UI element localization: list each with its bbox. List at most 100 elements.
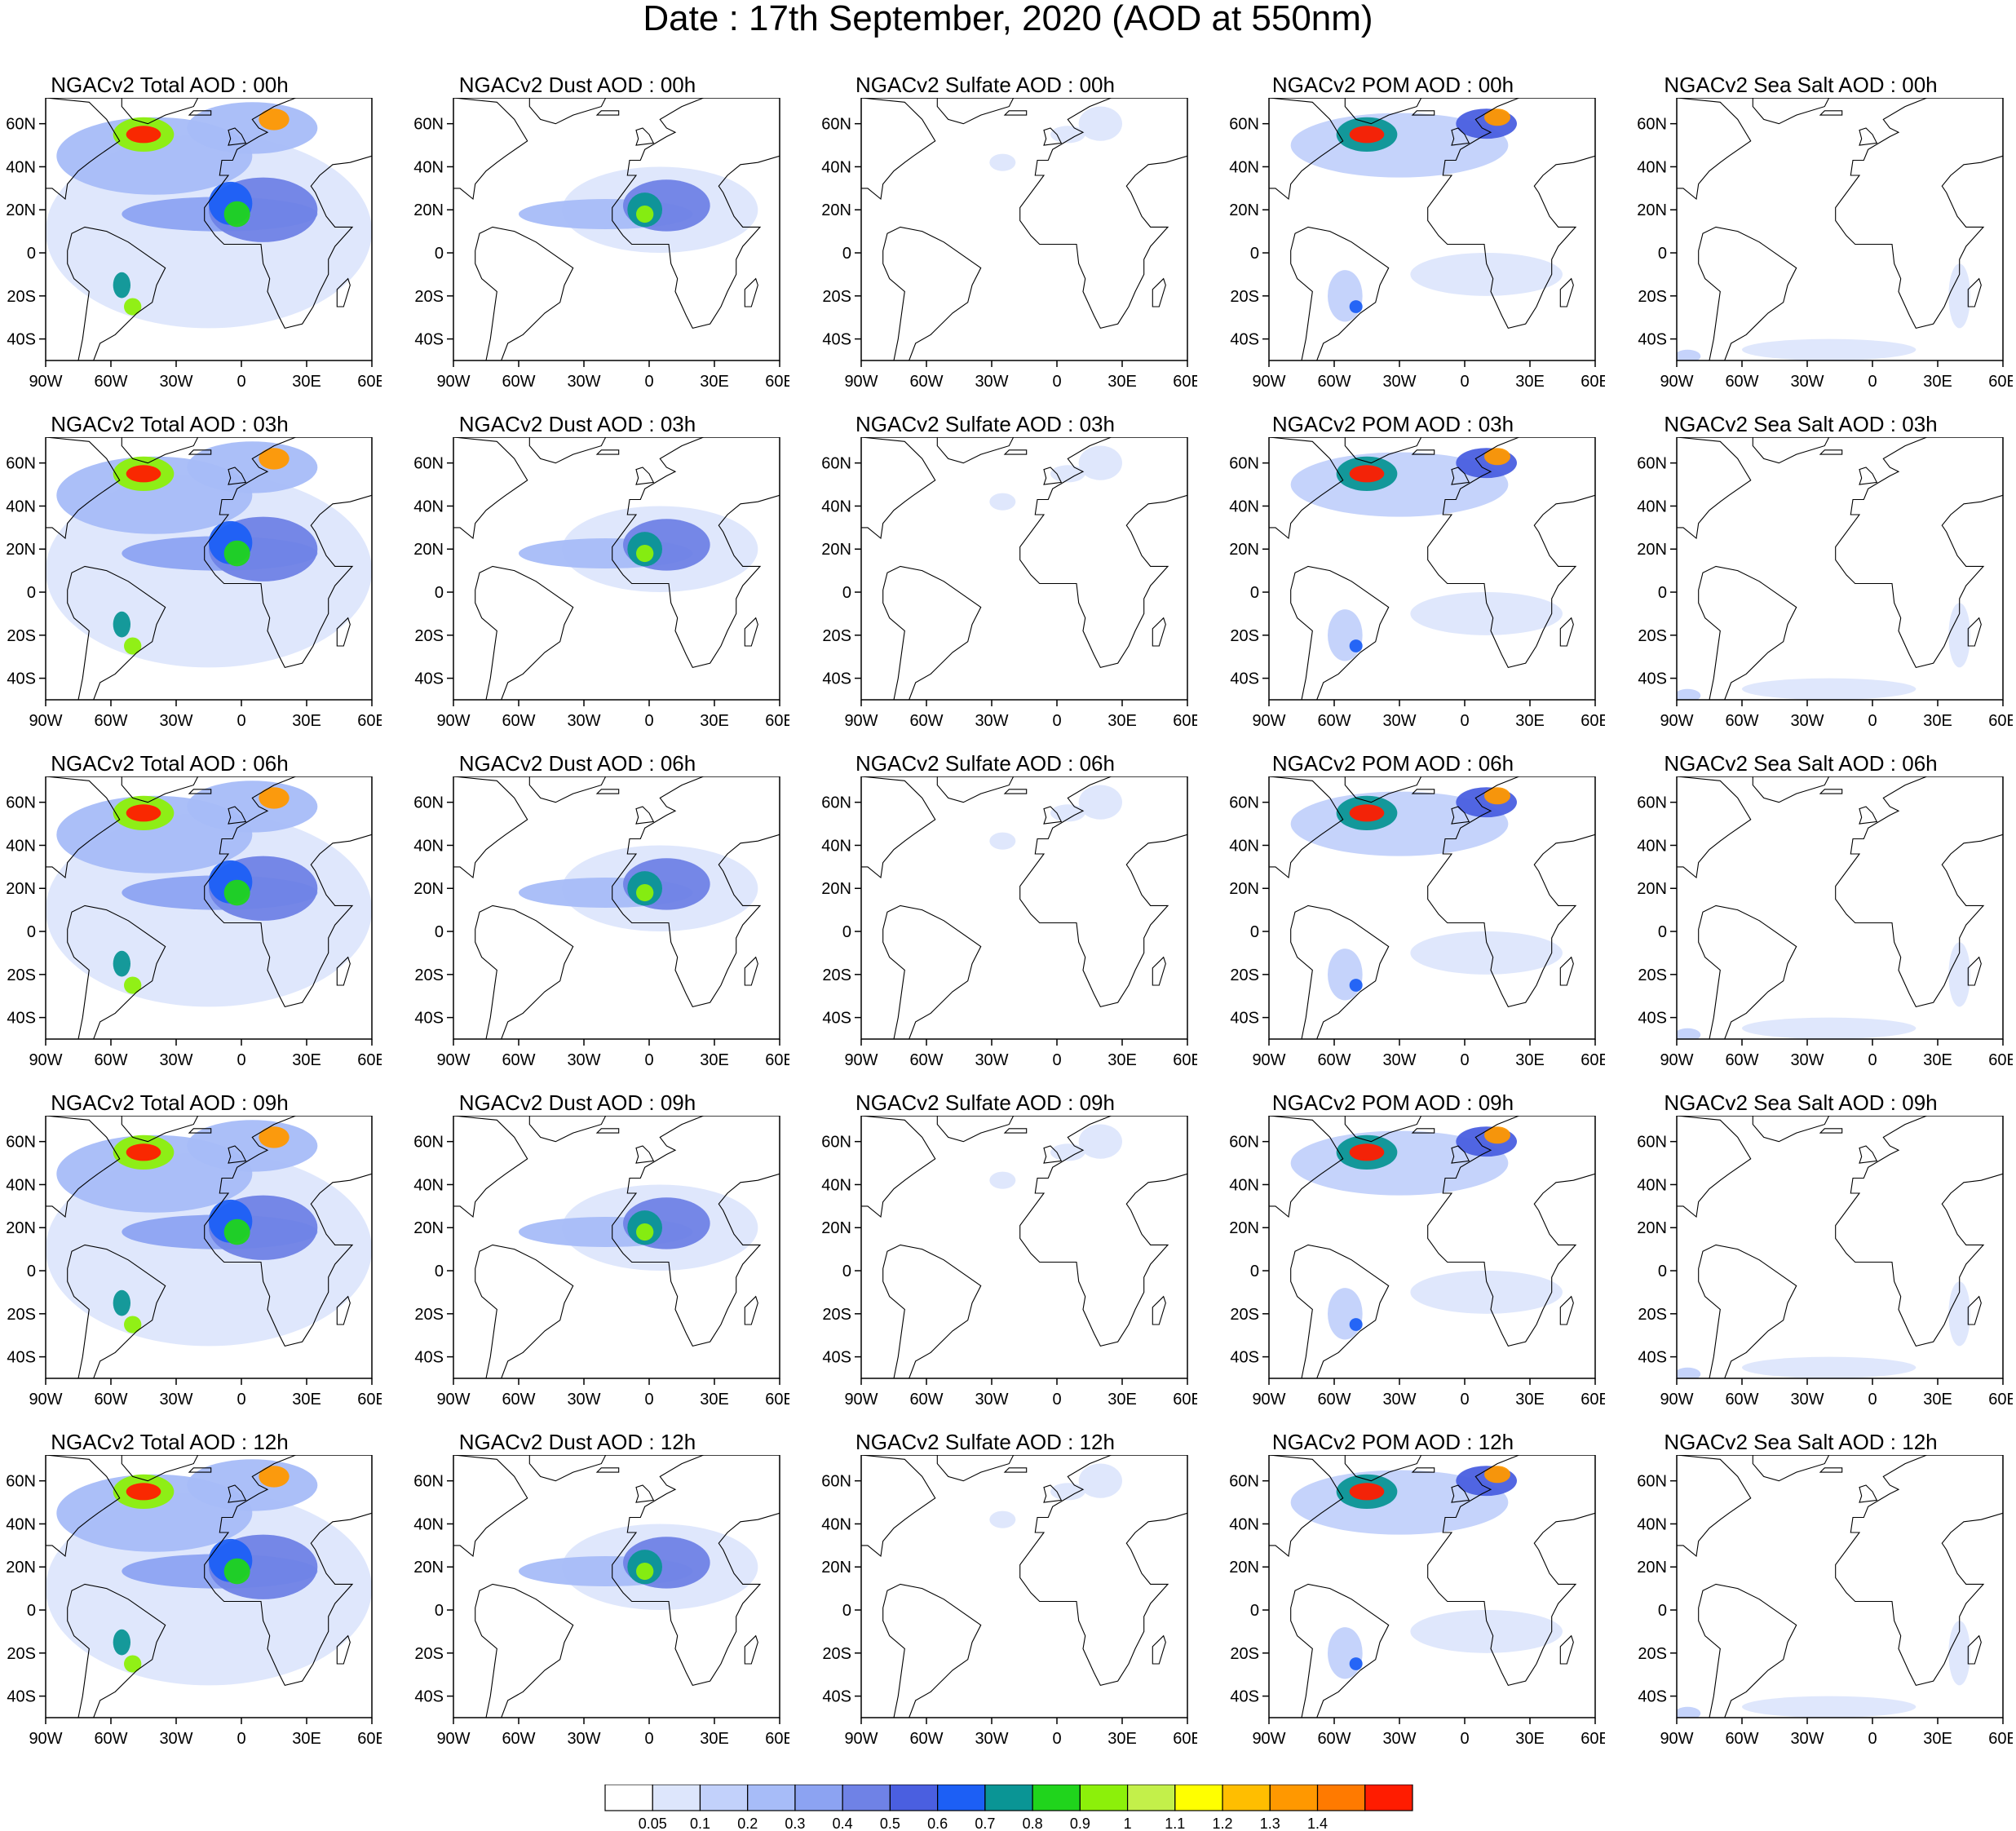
aod-plume bbox=[989, 493, 1016, 511]
lon-tick-label: 30E bbox=[1107, 1730, 1137, 1748]
lat-tick-label: 60N bbox=[1637, 116, 1667, 134]
lat-tick-label: 40N bbox=[413, 158, 444, 176]
lon-tick-label: 0 bbox=[644, 1051, 653, 1069]
panel-title: NGACv2 Total AOD : 09h bbox=[51, 1090, 289, 1115]
coastline bbox=[744, 277, 758, 307]
lat-tick-label: 20S bbox=[1638, 1306, 1667, 1324]
lon-tick-label: 30E bbox=[292, 1391, 321, 1409]
lat-tick-label: 20S bbox=[822, 966, 851, 984]
lon-tick-label: 90W bbox=[844, 1391, 878, 1409]
map-panel-dust-00h: NGACv2 Dust AOD : 00h 90W 60W 30W 0 30E 60E 60N… bbox=[406, 72, 789, 406]
colorbar-swatch bbox=[889, 1785, 939, 1811]
map-frame bbox=[453, 98, 780, 361]
lon-tick-label: 30E bbox=[292, 373, 321, 391]
coastline bbox=[453, 98, 528, 201]
aod-plume bbox=[1410, 931, 1563, 975]
map-frame bbox=[453, 1116, 780, 1379]
lon-tick-label: 60E bbox=[1173, 712, 1197, 730]
lon-tick-label: 0 bbox=[644, 1391, 653, 1409]
lon-tick-label: 30E bbox=[1515, 712, 1545, 730]
lon-tick-label: 0 bbox=[1460, 1051, 1469, 1069]
lon-tick-label: 30E bbox=[1515, 1391, 1545, 1409]
aod-map: 90W 60W 30W 0 30E 60E 60N 40N 20N 0 20S 40S bbox=[1637, 98, 2013, 391]
lat-tick-label: 40S bbox=[822, 670, 851, 688]
lon-tick-label: 30W bbox=[975, 1730, 1008, 1748]
map-panel-total-06h: NGACv2 Total AOD : 06h 90W 60W 30W 0 30E 60E 60… bbox=[0, 750, 382, 1085]
lat-tick-label: 40N bbox=[1637, 837, 1667, 855]
coastline bbox=[861, 776, 936, 879]
coastline bbox=[228, 467, 247, 485]
coastline bbox=[1003, 1128, 1028, 1134]
lon-tick-label: 30W bbox=[1790, 1730, 1824, 1748]
lat-tick-label: 60N bbox=[1229, 794, 1259, 812]
aod-plume bbox=[1742, 678, 1917, 700]
coastline bbox=[1967, 1634, 1982, 1665]
aod-plume bbox=[126, 465, 161, 483]
lon-tick-label: 60E bbox=[1173, 1391, 1197, 1409]
coastline bbox=[336, 617, 351, 647]
lat-tick-label: 40N bbox=[1229, 158, 1259, 176]
lat-tick-label: 0 bbox=[435, 245, 444, 263]
coastline bbox=[528, 437, 607, 464]
lat-tick-label: 40N bbox=[6, 1176, 36, 1194]
lon-tick-label: 60W bbox=[502, 1391, 535, 1409]
lat-tick-label: 0 bbox=[1658, 245, 1667, 263]
aod-plume bbox=[1948, 1621, 1970, 1686]
colorbar-swatch bbox=[1032, 1785, 1081, 1811]
lat-tick-label: 60N bbox=[413, 455, 444, 473]
lat-tick-label: 60N bbox=[821, 116, 851, 134]
lon-tick-label: 30E bbox=[1923, 1730, 1952, 1748]
coastline bbox=[1698, 226, 1797, 360]
lon-tick-label: 90W bbox=[1252, 1391, 1285, 1409]
coastline bbox=[1152, 1295, 1166, 1325]
aod-plume bbox=[1410, 1610, 1563, 1653]
lat-tick-label: 60N bbox=[413, 1134, 444, 1152]
aod-plume bbox=[223, 1558, 250, 1585]
lat-tick-label: 40N bbox=[6, 1515, 36, 1533]
aod-plume bbox=[187, 102, 318, 154]
lon-tick-label: 60E bbox=[1173, 1730, 1197, 1748]
panel-title: NGACv2 POM AOD : 12h bbox=[1271, 1430, 1514, 1454]
lon-tick-label: 60W bbox=[1725, 1391, 1758, 1409]
map-panel-sulfate-03h: NGACv2 Sulfate AOD : 03h 90W 60W 30W 0 30E 60E… bbox=[814, 411, 1197, 745]
aod-plume bbox=[1484, 108, 1510, 126]
coastline bbox=[121, 98, 199, 125]
coastline bbox=[936, 776, 1015, 803]
aod-map: 90W 60W 30W 0 30E 60E 60N 40N 20N 0 20S 40S bbox=[6, 1116, 382, 1409]
coastline bbox=[1344, 1116, 1422, 1143]
lat-tick-label: 20S bbox=[7, 1645, 36, 1663]
lon-tick-label: 30E bbox=[1107, 712, 1137, 730]
colorbar-swatch bbox=[1126, 1785, 1176, 1811]
aod-map: 90W 60W 30W 0 30E 60E 60N 40N 20N 0 20S 40S bbox=[1229, 1455, 1605, 1748]
panel-title: NGACv2 Dust AOD : 09h bbox=[458, 1090, 696, 1115]
lon-tick-label: 0 bbox=[1460, 712, 1469, 730]
colorbar-swatch bbox=[699, 1785, 749, 1811]
lon-tick-label: 30E bbox=[700, 1391, 729, 1409]
lon-tick-label: 30W bbox=[975, 373, 1008, 391]
lat-tick-label: 40S bbox=[1638, 1688, 1667, 1706]
coastline bbox=[1269, 437, 1344, 540]
lon-tick-label: 90W bbox=[436, 712, 470, 730]
coastline bbox=[1290, 1244, 1390, 1378]
lat-tick-label: 0 bbox=[435, 923, 444, 941]
aod-plume bbox=[259, 1466, 290, 1488]
coastline bbox=[1752, 1455, 1830, 1482]
aod-plume bbox=[126, 126, 161, 144]
lon-tick-label: 90W bbox=[1660, 712, 1693, 730]
lon-tick-label: 90W bbox=[1252, 712, 1285, 730]
aod-plume bbox=[126, 1143, 161, 1161]
lon-tick-label: 60E bbox=[765, 1051, 789, 1069]
lat-tick-label: 60N bbox=[821, 455, 851, 473]
lat-tick-label: 40N bbox=[1229, 837, 1259, 855]
lon-tick-label: 0 bbox=[644, 373, 653, 391]
map-panel-total-09h: NGACv2 Total AOD : 09h 90W 60W 30W 0 30E 60E 60… bbox=[0, 1090, 382, 1424]
aod-map: 90W 60W 30W 0 30E 60E 60N 40N 20N 0 20S 40S bbox=[1637, 776, 2013, 1069]
colorbar-swatch bbox=[1269, 1785, 1319, 1811]
map-panel-total-03h: NGACv2 Total AOD : 03h 90W 60W 30W 0 30E 60E 60… bbox=[0, 411, 382, 745]
aod-plume bbox=[1349, 979, 1363, 992]
coastline bbox=[1344, 98, 1422, 125]
coastline bbox=[1559, 277, 1574, 307]
lon-tick-label: 0 bbox=[1868, 712, 1877, 730]
coastline bbox=[228, 806, 247, 825]
lat-tick-label: 40S bbox=[822, 1688, 851, 1706]
